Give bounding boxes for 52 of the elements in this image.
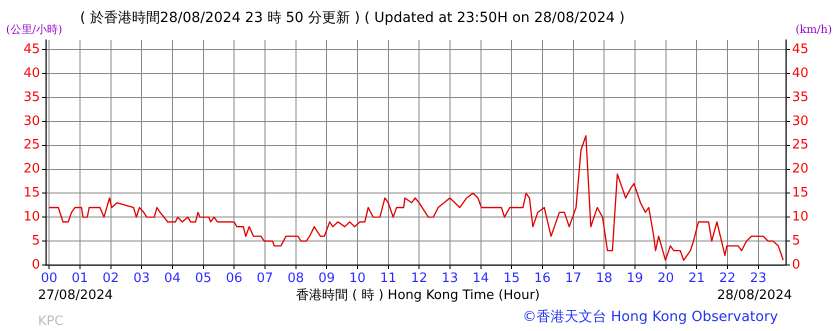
x-tick-label: 23 [750,271,767,286]
x-tick-label: 17 [564,271,582,286]
y-tick-label: 10 [23,210,40,225]
y2-tick-label: 20 [792,162,809,177]
y2-axis-title: (km/h) [796,22,832,38]
x-tick-label: 18 [596,271,612,286]
x-tick-label: 00 [40,271,58,286]
y-tick-label: 0 [32,257,40,272]
y-tick-label: 45 [23,42,40,57]
y2-tick-label: 35 [792,90,809,105]
x-tick-label: 08 [287,271,304,286]
x-tick-label: 01 [72,271,88,286]
x-tick-label: 15 [503,271,520,286]
x-tick-label: 20 [657,271,674,286]
y2-tick-label: 40 [792,66,809,81]
x-tick-label: 09 [318,271,335,286]
x-tick-label: 04 [164,271,181,286]
y2-tick-label: 30 [792,114,809,129]
x-tick-label: 02 [102,271,120,286]
y-tick-label: 30 [23,114,40,129]
x-tick-label: 06 [226,271,242,286]
x-tick-label: 14 [472,271,490,286]
x-tick-label: 10 [349,271,366,286]
y2-tick-label: 0 [792,257,800,272]
x-tick-label: 07 [256,271,274,286]
x-tick-label: 13 [442,271,458,286]
y-tick-label: 40 [23,66,40,81]
text: 27/08/2024 [38,288,113,304]
text: KPC [38,314,64,330]
x-tick-label: 05 [194,271,212,286]
text: 28/08/2024 [717,288,792,304]
x-tick-label: 11 [380,271,397,286]
x-tick-label: 19 [626,271,644,286]
x-axis-title: 香港時間 ( 時 ) Hong Kong Time (Hour) [296,288,540,304]
y2-tick-label: 25 [792,138,809,153]
y2-tick-label: 10 [792,210,809,225]
y-tick-label: 20 [23,162,40,177]
x-tick-label: 12 [410,271,428,286]
text: ©香港天文台 Hong Kong Observatory [522,309,778,325]
y2-tick-label: 5 [792,233,800,248]
y2-tick-label: 45 [792,42,809,57]
y-tick-label: 35 [23,90,40,105]
y-tick-label: 25 [23,138,40,153]
chart-title: ( 於香港時間28/08/2024 23 時 50 分更新 ) ( Updated at 23:50H on 28/08/2024 ) [80,10,625,26]
x-tick-label: 16 [534,271,551,286]
y-tick-label: 15 [23,186,40,201]
y-axis-title: (公里/小時) [6,22,62,38]
x-tick-label: 22 [719,271,736,286]
x-tick-label: 21 [688,271,705,286]
x-tick-label: 03 [133,271,150,286]
y-tick-label: 5 [32,233,40,248]
y2-tick-label: 15 [792,186,809,201]
